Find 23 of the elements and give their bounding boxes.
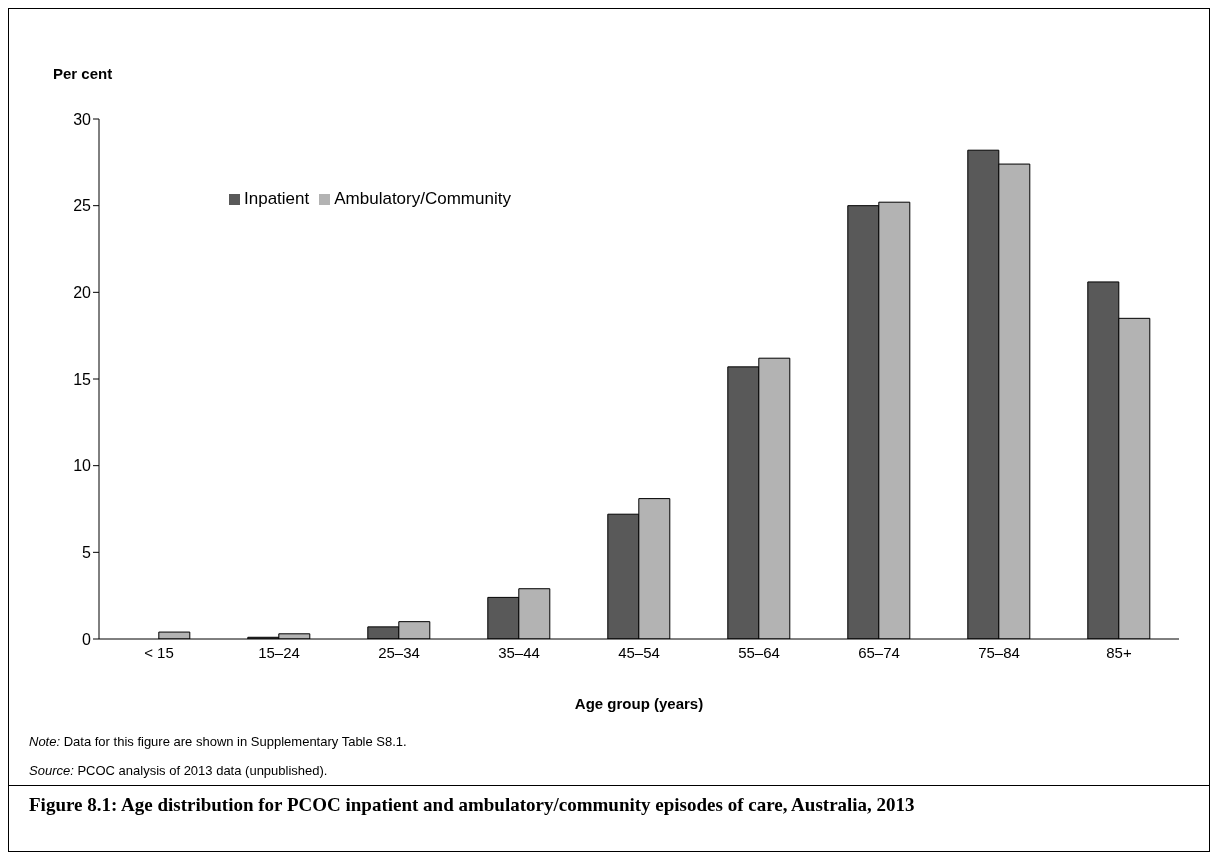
x-tick-label: 55–64	[738, 643, 780, 661]
text: Figure 8.1: Age distribution for PCOC inpatient and ambulatory/community episodes of care, Australia, 2013	[9, 785, 1209, 824]
x-tick-label: 75–84	[978, 643, 1020, 661]
y-tick-label: 15	[73, 370, 92, 388]
x-tick-label: < 15	[144, 643, 174, 661]
text: Note: Data for this figure are shown in Supplementary Table S8.1.	[29, 734, 407, 749]
x-tick-label: 45–54	[618, 643, 660, 661]
legend-label: Inpatient	[244, 189, 310, 208]
y-tick-label: 5	[82, 544, 92, 562]
x-tick-label: 85+	[1106, 643, 1132, 661]
y-tick-label: 10	[73, 457, 92, 475]
y-tick-label: 20	[73, 284, 92, 302]
x-tick-label: 65–74	[858, 643, 900, 661]
y-axis-title: Per cent	[53, 65, 113, 82]
x-tick-label: 15–24	[258, 643, 300, 661]
source-note: Source: PCOC analysis of 2013 data (unpublished).	[29, 763, 328, 778]
y-tick-label: 30	[73, 110, 92, 128]
x-tick-label: 25–34	[378, 643, 420, 661]
y-tick-label: 25	[73, 197, 92, 215]
x-axis-title: Age group (years)	[574, 695, 704, 712]
legend-label: Ambulatory/Community	[334, 189, 511, 208]
y-tick-label: 0	[82, 630, 92, 648]
x-tick-label: 35–44	[498, 643, 540, 661]
